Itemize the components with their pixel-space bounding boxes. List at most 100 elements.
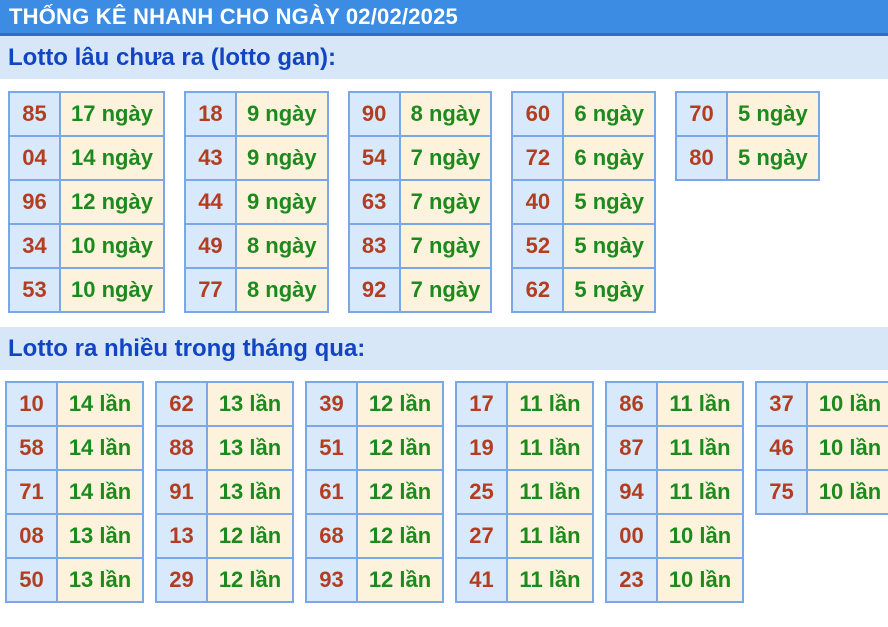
section-heading-lotto-gan: Lotto lâu chưa ra (lotto gan):: [0, 36, 888, 79]
lotto-number: 54: [347, 135, 401, 181]
lotto-count: 9 ngày: [234, 135, 329, 181]
lotto-number: 34: [8, 223, 61, 269]
lotto-row: 93 12 lần: [305, 557, 444, 603]
lotto-count: 8 ngày: [234, 267, 329, 313]
lotto-number: 25: [455, 469, 508, 515]
lotto-number: 96: [8, 179, 61, 225]
lotto-number: 29: [155, 557, 208, 603]
lotto-count: 10 ngày: [59, 267, 165, 313]
lotto-row: 96 12 ngày: [8, 179, 165, 225]
lotto-number: 75: [755, 469, 808, 515]
lotto-table: 62 13 lần 88 13 lần 91 13 lần 13 12 lần 29 12 lần: [155, 381, 294, 603]
lotto-row: 60 6 ngày: [511, 91, 657, 137]
lotto-count: 9 ngày: [234, 91, 329, 137]
lotto-row: 62 5 ngày: [511, 267, 657, 313]
lotto-count: 17 ngày: [59, 91, 165, 137]
lotto-row: 43 9 ngày: [183, 135, 329, 181]
lotto-count: 5 ngày: [726, 135, 820, 181]
lotto-row: 77 8 ngày: [183, 267, 329, 313]
lotto-table: 85 17 ngày 04 14 ngày 96 12 ngày 34 10 ngày 53 10…: [8, 91, 165, 313]
lotto-count: 5 ngày: [562, 267, 657, 313]
lotto-count: 12 lần: [356, 425, 444, 471]
lotto-number: 50: [5, 557, 58, 603]
lotto-count: 10 lần: [656, 557, 744, 603]
lotto-row: 49 8 ngày: [183, 223, 329, 269]
lotto-row: 23 10 lần: [605, 557, 744, 603]
lotto-row: 10 14 lần: [5, 381, 144, 427]
lotto-row: 88 13 lần: [155, 425, 294, 471]
lotto-row: 00 10 lần: [605, 513, 744, 559]
lotto-number: 90: [347, 91, 401, 137]
lotto-number: 92: [347, 267, 401, 313]
lotto-row: 94 11 lần: [605, 469, 744, 515]
lotto-number: 62: [511, 267, 565, 313]
lotto-count: 9 ngày: [234, 179, 329, 225]
lotto-count: 6 ngày: [562, 91, 657, 137]
lotto-count: 13 lần: [56, 513, 144, 559]
lotto-row: 75 10 lần: [755, 469, 888, 515]
lotto-row: 62 13 lần: [155, 381, 294, 427]
lotto-count: 11 lần: [506, 513, 594, 559]
lotto-number: 41: [455, 557, 508, 603]
lotto-number: 04: [8, 135, 61, 181]
lotto-row: 25 11 lần: [455, 469, 594, 515]
lotto-number: 13: [155, 513, 208, 559]
lotto-row: 71 14 lần: [5, 469, 144, 515]
lotto-count: 10 ngày: [59, 223, 165, 269]
lotto-number: 70: [675, 91, 729, 137]
lotto-count: 11 lần: [506, 557, 594, 603]
lotto-count: 7 ngày: [398, 267, 493, 313]
lotto-count: 12 lần: [356, 381, 444, 427]
lotto-number: 08: [5, 513, 58, 559]
lotto-table: 90 8 ngày 54 7 ngày 63 7 ngày 83 7 ngày 92 7 ngày: [347, 91, 493, 313]
lotto-number: 51: [305, 425, 358, 471]
lotto-gan-tables: 85 17 ngày 04 14 ngày 96 12 ngày 34 10 ngày 53 10…: [0, 79, 888, 313]
lotto-row: 04 14 ngày: [8, 135, 165, 181]
lotto-row: 91 13 lần: [155, 469, 294, 515]
lotto-number: 39: [305, 381, 358, 427]
lotto-number: 91: [155, 469, 208, 515]
lotto-row: 37 10 lần: [755, 381, 888, 427]
lotto-table: 86 11 lần 87 11 lần 94 11 lần 00 10 lần 23 10 lần: [605, 381, 744, 603]
lotto-number: 77: [183, 267, 237, 313]
lotto-row: 68 12 lần: [305, 513, 444, 559]
lotto-row: 58 14 lần: [5, 425, 144, 471]
lotto-row: 90 8 ngày: [347, 91, 493, 137]
lotto-row: 87 11 lần: [605, 425, 744, 471]
lotto-count: 8 ngày: [398, 91, 493, 137]
lotto-count: 13 lần: [206, 469, 294, 515]
lotto-number: 83: [347, 223, 401, 269]
lotto-number: 93: [305, 557, 358, 603]
lotto-table: 39 12 lần 51 12 lần 61 12 lần 68 12 lần 93 12 lần: [305, 381, 444, 603]
lotto-count: 12 ngày: [59, 179, 165, 225]
lotto-number: 71: [5, 469, 58, 515]
lotto-count: 12 lần: [356, 557, 444, 603]
lotto-count: 7 ngày: [398, 135, 493, 181]
lotto-row: 86 11 lần: [605, 381, 744, 427]
lotto-count: 11 lần: [656, 381, 744, 427]
lotto-row: 13 12 lần: [155, 513, 294, 559]
lotto-count: 5 ngày: [562, 179, 657, 225]
lotto-row: 83 7 ngày: [347, 223, 493, 269]
lotto-number: 37: [755, 381, 808, 427]
lotto-row: 72 6 ngày: [511, 135, 657, 181]
lotto-count: 8 ngày: [234, 223, 329, 269]
lotto-table: 60 6 ngày 72 6 ngày 40 5 ngày 52 5 ngày 62 5 ngày: [511, 91, 657, 313]
lotto-number: 23: [605, 557, 658, 603]
lotto-count: 14 lần: [56, 425, 144, 471]
lotto-row: 44 9 ngày: [183, 179, 329, 225]
lotto-count: 11 lần: [506, 425, 594, 471]
lotto-row: 51 12 lần: [305, 425, 444, 471]
lotto-row: 85 17 ngày: [8, 91, 165, 137]
lotto-count: 11 lần: [656, 425, 744, 471]
lotto-row: 27 11 lần: [455, 513, 594, 559]
lotto-row: 19 11 lần: [455, 425, 594, 471]
lotto-count: 11 lần: [506, 469, 594, 515]
lotto-number: 44: [183, 179, 237, 225]
lotto-count: 14 ngày: [59, 135, 165, 181]
lotto-row: 70 5 ngày: [675, 91, 820, 137]
lotto-number: 18: [183, 91, 237, 137]
lotto-row: 08 13 lần: [5, 513, 144, 559]
lotto-row: 40 5 ngày: [511, 179, 657, 225]
lotto-row: 18 9 ngày: [183, 91, 329, 137]
